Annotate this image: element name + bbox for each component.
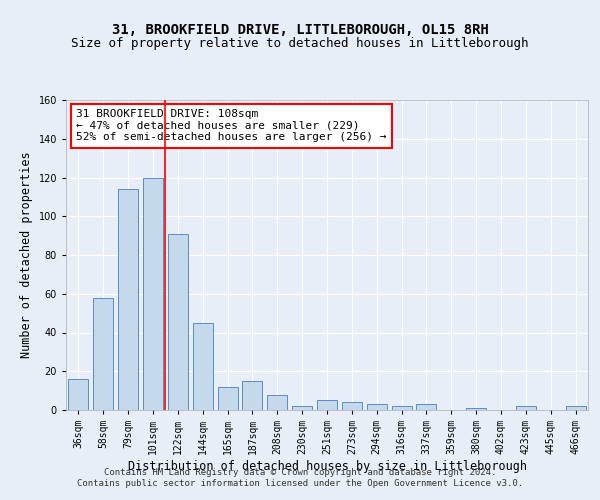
Bar	[193, 323, 212, 410]
Bar	[242, 381, 262, 410]
X-axis label: Distribution of detached houses by size in Littleborough: Distribution of detached houses by size …	[128, 460, 527, 473]
Bar	[292, 406, 312, 410]
Bar	[143, 178, 163, 410]
Bar	[268, 394, 287, 410]
Bar	[342, 402, 362, 410]
Bar	[317, 400, 337, 410]
Bar	[168, 234, 188, 410]
Bar	[566, 406, 586, 410]
Bar	[392, 406, 412, 410]
Bar	[218, 387, 238, 410]
Bar	[367, 404, 386, 410]
Bar	[118, 189, 138, 410]
Bar	[516, 406, 536, 410]
Y-axis label: Number of detached properties: Number of detached properties	[20, 152, 33, 358]
Text: 31 BROOKFIELD DRIVE: 108sqm
← 47% of detached houses are smaller (229)
52% of se: 31 BROOKFIELD DRIVE: 108sqm ← 47% of det…	[76, 110, 387, 142]
Bar	[416, 404, 436, 410]
Text: Contains HM Land Registry data © Crown copyright and database right 2024.
Contai: Contains HM Land Registry data © Crown c…	[77, 468, 523, 487]
Bar	[94, 298, 113, 410]
Bar	[466, 408, 486, 410]
Text: 31, BROOKFIELD DRIVE, LITTLEBOROUGH, OL15 8RH: 31, BROOKFIELD DRIVE, LITTLEBOROUGH, OL1…	[112, 22, 488, 36]
Bar	[68, 379, 88, 410]
Text: Size of property relative to detached houses in Littleborough: Size of property relative to detached ho…	[71, 38, 529, 51]
